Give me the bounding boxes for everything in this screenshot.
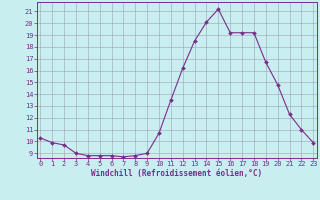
X-axis label: Windchill (Refroidissement éolien,°C): Windchill (Refroidissement éolien,°C) <box>91 169 262 178</box>
